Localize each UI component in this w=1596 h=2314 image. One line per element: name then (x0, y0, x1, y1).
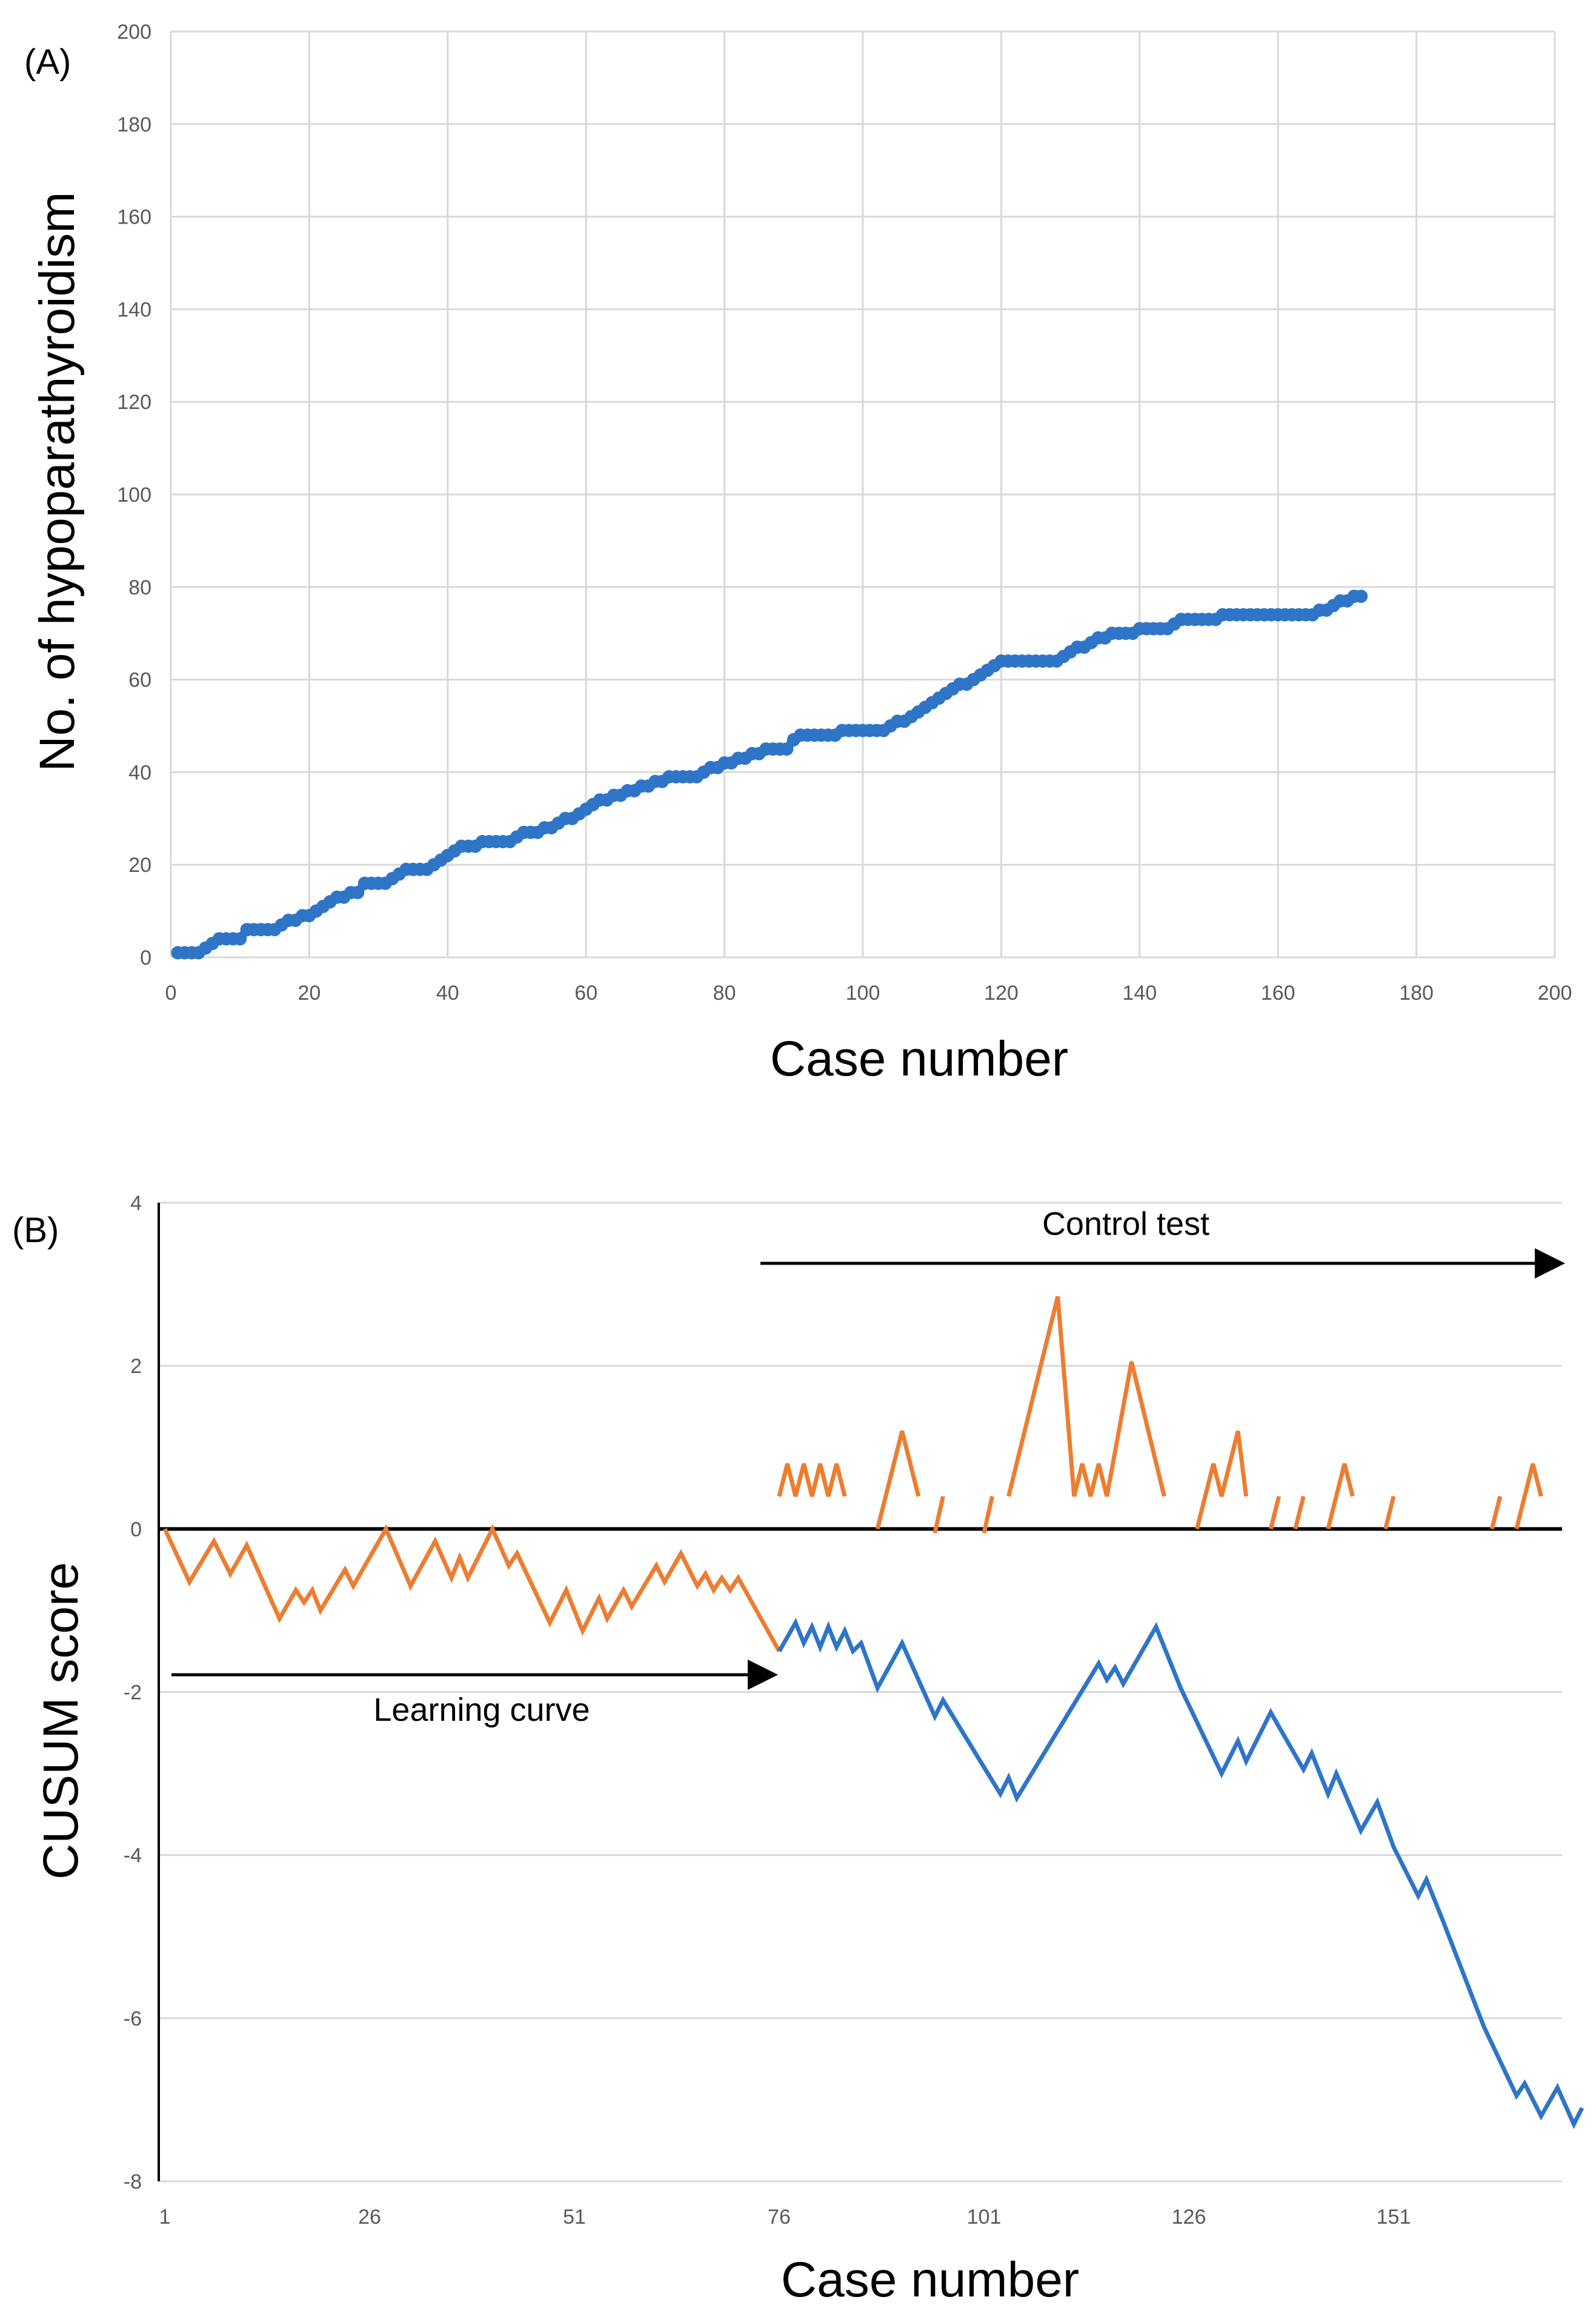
chart-b-y-tick-label: 2 (130, 1355, 142, 1378)
chart-b-control-test-line (777, 1618, 1584, 2129)
chart-b-y-tick-label: -8 (124, 2170, 142, 2193)
chart-a-y-axis-title: No. of hypoparathyroidism (30, 191, 85, 771)
chart-a-y-tick-label: 140 (117, 298, 151, 321)
chart-b-y-tick-label: 4 (130, 1192, 142, 1215)
chart-a-y-tick-label: 60 (128, 669, 151, 692)
chart-a-y-tick-label: 100 (117, 484, 151, 507)
chart-b-control-excursion (875, 1430, 921, 1530)
chart-b-control-excursion (933, 1495, 945, 1534)
chart-a-x-tick-label: 100 (846, 982, 880, 1005)
chart-a-x-tick-label: 40 (436, 982, 459, 1005)
chart-b-x-ticks: 1 26 51 76 101 126 151 (159, 2206, 1411, 2229)
chart-b-y-ticks: -8 -6 -4 -2 0 2 4 (124, 1192, 142, 2193)
chart-a-y-tick-label: 40 (128, 761, 151, 784)
chart-a-y-tick-label: 80 (128, 576, 151, 599)
chart-b-control-excursion (982, 1495, 994, 1534)
learning-curve-label: Learning curve (373, 1692, 590, 1728)
chart-a-y-tick-label: 20 (128, 854, 151, 877)
chart-b-grid (158, 1202, 1562, 2183)
chart-a-x-tick-label: 140 (1122, 982, 1157, 1005)
chart-a-point (233, 932, 247, 946)
chart-a-grid (170, 30, 1556, 959)
chart-a-y-tick-label: 180 (117, 113, 151, 136)
chart-b-learning-curve-line (162, 1524, 782, 1652)
chart-b-y-tick-label: -4 (124, 1844, 142, 1867)
chart-b-x-tick-label: 101 (967, 2206, 1002, 2229)
chart-b-control-excursion (1326, 1463, 1355, 1530)
chart-b-x-axis-title: Case number (781, 2252, 1079, 2307)
chart-a-x-tick-label: 20 (298, 982, 321, 1005)
chart-a: 0 20 40 60 80 100 120 140 160 180 200 0 20 40 60 80 100… (24, 21, 1572, 1086)
chart-b-x-tick-label: 126 (1172, 2206, 1206, 2229)
chart-a-y-tick-label: 120 (117, 391, 151, 414)
chart-a-panel-label: (A) (24, 42, 71, 82)
chart-b-x-tick-label: 26 (358, 2206, 381, 2229)
chart-b-panel-label: (B) (12, 1211, 59, 1250)
chart-a-y-tick-label: 0 (140, 946, 151, 969)
chart-b-y-tick-label: -2 (124, 1681, 142, 1704)
chart-a-y-tick-label: 160 (117, 206, 151, 229)
chart-a-series (171, 590, 1368, 960)
chart-a-x-axis-title: Case number (770, 1031, 1068, 1086)
chart-a-x-tick-label: 80 (713, 982, 736, 1005)
chart-b-x-tick-label: 51 (563, 2206, 586, 2229)
control-test-label: Control test (1042, 1206, 1209, 1242)
chart-b-control-excursion (1293, 1495, 1306, 1530)
chart-b-control-excursion (1268, 1495, 1282, 1530)
chart-b-annotations: Control test Learning curve (171, 1206, 1565, 1728)
chart-b-series (162, 1295, 1584, 2129)
chart-b-control-excursion (1006, 1295, 1166, 1497)
chart-b-x-tick-label: 1 (159, 2206, 171, 2229)
chart-a-y-ticks: 0 20 40 60 80 100 120 140 160 180 200 (117, 21, 151, 969)
chart-b-x-tick-label: 151 (1377, 2206, 1411, 2229)
chart-b-y-tick-label: -6 (124, 2007, 142, 2030)
chart-a-x-tick-label: 120 (984, 982, 1019, 1005)
chart-a-x-tick-label: 180 (1399, 982, 1434, 1005)
chart-b-control-excursion (1383, 1495, 1396, 1530)
chart-b-control-excursion (1195, 1430, 1249, 1530)
chart-a-x-tick-label: 160 (1261, 982, 1295, 1005)
chart-a-point (1354, 590, 1368, 603)
chart-a-x-tick-label: 0 (165, 982, 177, 1005)
chart-a-point (351, 886, 365, 899)
chart-b-x-tick-label: 76 (768, 2206, 791, 2229)
chart-a-x-tick-label: 200 (1538, 982, 1572, 1005)
chart-b-control-excursion (1489, 1495, 1503, 1530)
chart-a-x-tick-label: 60 (574, 982, 597, 1005)
chart-a-y-tick-label: 200 (117, 21, 151, 44)
chart-b-y-axis-title: CUSUM score (33, 1562, 88, 1880)
chart-b-y-tick-label: 0 (130, 1518, 142, 1541)
chart-b-control-excursion (1514, 1463, 1543, 1530)
chart-a-point (780, 742, 794, 756)
chart-a-x-ticks: 0 20 40 60 80 100 120 140 160 180 200 (165, 982, 1572, 1005)
chart-b-control-excursion (777, 1463, 847, 1497)
